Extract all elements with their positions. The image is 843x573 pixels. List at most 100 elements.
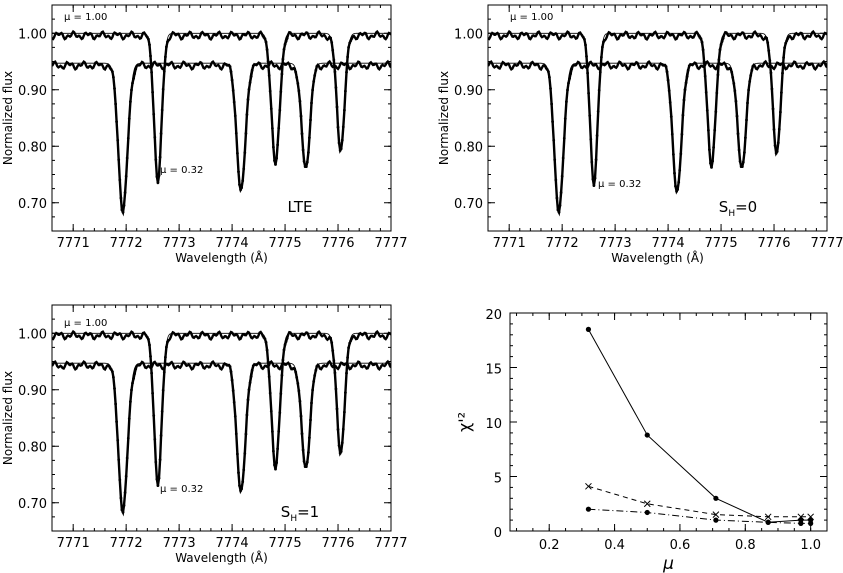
observed-data-point — [346, 356, 349, 359]
chi-data-point — [644, 432, 650, 438]
mu-annotation: μ = 0.32 — [598, 179, 641, 190]
observed-data-point — [282, 348, 286, 352]
mu-annotation: μ = 1.00 — [64, 318, 107, 329]
observed-data-point — [782, 56, 785, 59]
observed-data-point — [568, 77, 571, 80]
observed-data-point — [283, 343, 287, 346]
y-tick-label: 10 — [485, 417, 502, 432]
observed-data-point — [684, 81, 688, 84]
chi-data-point — [765, 519, 771, 525]
observed-data-point — [132, 77, 136, 80]
observed-data-point — [120, 508, 124, 512]
observed-data-point — [232, 401, 236, 404]
observed-data-point — [122, 504, 126, 507]
y-tick-label: 0.70 — [454, 197, 483, 212]
observed-data-point — [700, 40, 704, 44]
observed-data-point — [127, 417, 131, 420]
observed-data-point — [277, 430, 281, 433]
observed-data-point — [299, 114, 303, 118]
observed-data-point — [733, 89, 737, 93]
y-tick-label: 0.80 — [18, 140, 47, 155]
observed-profile-line — [52, 59, 391, 217]
observed-data-point — [741, 160, 745, 164]
observed-data-point — [278, 411, 282, 415]
observed-data-point — [665, 70, 669, 74]
observed-data-point — [590, 160, 594, 164]
observed-data-point — [714, 110, 718, 114]
observed-data-point — [295, 376, 299, 379]
x-tick-label: 1.0 — [800, 538, 821, 553]
observed-data-point — [683, 88, 687, 92]
observed-data-point — [242, 468, 246, 472]
y-tick-label: 0.80 — [454, 140, 483, 155]
observed-data-point — [330, 41, 334, 44]
observed-data-point — [237, 170, 240, 174]
observed-data-point — [153, 437, 157, 441]
observed-data-point — [341, 125, 345, 129]
observed-data-point — [246, 98, 250, 101]
observed-data-point — [267, 74, 271, 77]
observed-data-point — [335, 407, 339, 411]
observed-data-point — [745, 118, 748, 122]
observed-data-point — [550, 102, 553, 106]
observed-data-point — [308, 436, 311, 440]
observed-data-point — [121, 210, 125, 214]
observed-data-point — [112, 375, 115, 379]
observed-data-point — [165, 45, 168, 49]
observed-data-point — [273, 159, 276, 163]
observed-data-point — [712, 146, 715, 149]
chi-data-point — [807, 513, 815, 521]
observed-data-point — [159, 434, 163, 437]
observed-data-point — [247, 88, 251, 91]
observed-data-point — [236, 151, 239, 155]
y-tick-label: 0.80 — [18, 440, 47, 455]
x-tick-label: 7774 — [216, 536, 249, 551]
observed-data-point — [713, 128, 717, 132]
observed-data-point — [249, 74, 253, 78]
chi-data-point — [713, 495, 719, 501]
observed-data-point — [150, 71, 154, 74]
observed-data-point — [552, 138, 556, 142]
observed-data-point — [676, 188, 679, 191]
model-profile-line — [52, 32, 391, 182]
mu-annotation: μ = 1.00 — [64, 12, 107, 23]
chi-data-point — [585, 506, 592, 512]
observed-data-point — [157, 476, 161, 480]
observed-data-point — [718, 48, 722, 52]
observed-data-point — [161, 87, 165, 91]
observed-data-point — [348, 341, 352, 345]
y-tick-label: 1.00 — [454, 27, 483, 42]
observed-data-point — [162, 370, 166, 374]
observed-data-point — [312, 80, 316, 83]
observed-data-point — [594, 158, 598, 162]
observed-data-point — [316, 363, 320, 367]
observed-data-point — [234, 131, 238, 135]
x-tick-label: 7777 — [374, 236, 407, 251]
observed-data-point — [159, 132, 163, 135]
x-tick-label: 7775 — [705, 236, 738, 251]
observed-data-point — [350, 37, 354, 40]
observed-data-point — [729, 67, 732, 71]
observed-data-point — [545, 68, 549, 71]
observed-data-point — [133, 72, 137, 76]
observed-data-point — [152, 112, 156, 116]
chi-data-point — [712, 511, 720, 519]
observed-data-point — [155, 477, 159, 481]
observed-data-point — [118, 478, 122, 482]
x-tick-label: 7773 — [163, 236, 196, 251]
observed-data-point — [560, 174, 564, 178]
x-tick-label: 7773 — [163, 536, 196, 551]
observed-data-point — [125, 456, 129, 460]
observed-data-point — [586, 71, 589, 75]
observed-data-point — [280, 374, 284, 377]
observed-data-point — [149, 54, 152, 58]
observed-data-point — [250, 68, 254, 72]
observed-data-point — [310, 101, 313, 105]
observed-data-point — [674, 184, 677, 188]
observed-data-point — [276, 143, 279, 147]
observed-data-point — [773, 144, 777, 148]
model-profile-line — [52, 62, 391, 210]
observed-data-point — [703, 74, 707, 78]
observed-data-point — [167, 38, 170, 42]
observed-data-point — [129, 100, 132, 104]
